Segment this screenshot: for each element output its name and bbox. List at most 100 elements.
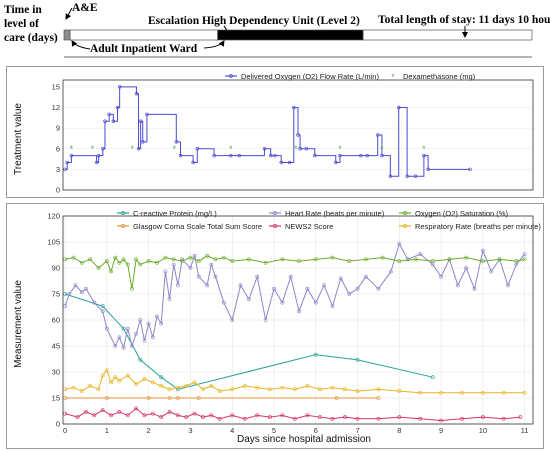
point-news2-score-17 bbox=[209, 413, 214, 418]
point-delivered-oxygen-o2-flow-rate-l-min-31 bbox=[304, 147, 309, 151]
point-heart-rate-beats-per-minute-13 bbox=[134, 331, 139, 336]
point-news2-score-13 bbox=[175, 413, 180, 418]
xtick-label-7: 7 bbox=[355, 426, 359, 435]
legend-label-news2-score: NEWS2 Score bbox=[285, 222, 333, 231]
point-delivered-oxygen-o2-flow-rate-l-min-8 bbox=[111, 119, 116, 123]
point-news2-score-2 bbox=[84, 409, 88, 414]
point-heart-rate-beats-per-minute-53 bbox=[418, 252, 423, 257]
arrow-hdu bbox=[221, 25, 228, 38]
point-oxygen-o2-saturation-17 bbox=[171, 257, 176, 262]
point-respiratory-rate-breaths-per-minute-2 bbox=[79, 389, 84, 393]
measurement-legend: C-reactive Protein (mg/L) Heart Rate (bea… bbox=[117, 209, 541, 231]
point-c-reactive-protein-mg-l-4 bbox=[159, 375, 164, 380]
point-heart-rate-beats-per-minute-59 bbox=[472, 286, 477, 291]
point-glasgow-coma-scale-total-sum-score-4 bbox=[175, 396, 180, 400]
point-heart-rate-beats-per-minute-46 bbox=[347, 292, 352, 296]
legend-label-respiratory-rate-breaths-per-minute: Respiratory Rate (breaths per minute) bbox=[415, 222, 541, 231]
legend-marker-point-oxygen-o2-saturation bbox=[403, 211, 407, 215]
point-delivered-oxygen-o2-flow-rate-l-min-45 bbox=[468, 167, 472, 172]
point-heart-rate-beats-per-minute-2 bbox=[73, 283, 78, 288]
point-news2-score-8 bbox=[134, 406, 139, 411]
point-heart-rate-beats-per-minute-58 bbox=[464, 266, 469, 270]
point-news2-score-7 bbox=[125, 413, 130, 418]
point-respiratory-rate-breaths-per-minute-18 bbox=[192, 380, 197, 385]
point-respiratory-rate-breaths-per-minute-29 bbox=[318, 387, 322, 392]
ytick-label-6: 6 bbox=[56, 144, 60, 153]
xtick-label-6: 6 bbox=[314, 426, 318, 435]
timeline-segment-escalation-high-dependency-unit-level-2-2 bbox=[217, 29, 364, 41]
point-oxygen-o2-saturation-2 bbox=[79, 260, 84, 265]
point-oxygen-o2-saturation-14 bbox=[146, 259, 151, 263]
point-delivered-oxygen-o2-flow-rate-l-min-17 bbox=[178, 153, 183, 158]
point-respiratory-rate-breaths-per-minute-25 bbox=[267, 387, 272, 392]
point-news2-score-5 bbox=[109, 413, 113, 418]
point-respiratory-rate-breaths-per-minute-23 bbox=[242, 383, 247, 388]
point-dexamethasone-mg-7: * bbox=[380, 144, 384, 154]
point-heart-rate-beats-per-minute-43 bbox=[322, 283, 327, 288]
point-respiratory-rate-breaths-per-minute-36 bbox=[439, 390, 443, 395]
point-heart-rate-beats-per-minute-29 bbox=[209, 262, 214, 267]
point-news2-score-1 bbox=[75, 415, 80, 419]
point-dexamethasone-mg-1: * bbox=[91, 144, 95, 154]
point-heart-rate-beats-per-minute-35 bbox=[255, 274, 260, 279]
measurement-panel: Measurement value Days since hospital ad… bbox=[6, 203, 544, 449]
point-oxygen-o2-saturation-6 bbox=[109, 269, 113, 274]
point-oxygen-o2-saturation-29 bbox=[313, 257, 318, 262]
point-heart-rate-beats-per-minute-27 bbox=[196, 274, 201, 279]
point-dexamethasone-mg-3: * bbox=[172, 144, 176, 154]
point-respiratory-rate-breaths-per-minute-31 bbox=[343, 387, 347, 392]
legend-marker-point-delivered-oxygen-o2-flow-rate-l-min bbox=[229, 74, 233, 78]
timeline-bars bbox=[63, 29, 533, 41]
point-c-reactive-protein-mg-l-6 bbox=[313, 352, 318, 357]
point-news2-score-21 bbox=[255, 413, 260, 418]
xtick-label-1: 1 bbox=[105, 426, 109, 435]
point-heart-rate-beats-per-minute-7 bbox=[104, 326, 109, 331]
ytick-label-15: 15 bbox=[52, 82, 60, 91]
point-heart-rate-beats-per-minute-28 bbox=[205, 283, 210, 288]
point-delivered-oxygen-o2-flow-rate-l-min-32 bbox=[313, 153, 317, 158]
point-heart-rate-beats-per-minute-4 bbox=[84, 286, 88, 291]
xtick-label-0: 0 bbox=[63, 426, 67, 435]
point-news2-score-25 bbox=[305, 413, 310, 418]
point-dexamethasone-mg-0: * bbox=[70, 144, 74, 154]
point-news2-score-24 bbox=[292, 416, 297, 421]
xtick-label-2: 2 bbox=[147, 426, 151, 435]
point-oxygen-o2-saturation-38 bbox=[464, 255, 469, 260]
arrow-ae bbox=[65, 7, 73, 20]
point-oxygen-o2-saturation-27 bbox=[280, 257, 285, 262]
series-respiratory-rate-breaths-per-minute bbox=[63, 368, 527, 395]
point-news2-score-15 bbox=[192, 411, 197, 416]
point-news2-score-36 bbox=[501, 416, 506, 421]
point-respiratory-rate-breaths-per-minute-15 bbox=[167, 387, 172, 392]
treatment-panel: Treatment value 0 3 6 9 12 15 * * * * * * * * * Deliver… bbox=[6, 66, 544, 198]
point-heart-rate-beats-per-minute-49 bbox=[376, 286, 381, 291]
point-heart-rate-beats-per-minute-14 bbox=[138, 318, 143, 322]
point-delivered-oxygen-o2-flow-rate-l-min-12 bbox=[136, 147, 141, 151]
point-delivered-oxygen-o2-flow-rate-l-min-14 bbox=[141, 140, 145, 144]
point-oxygen-o2-saturation-34 bbox=[397, 259, 402, 263]
point-heart-rate-beats-per-minute-50 bbox=[389, 269, 393, 274]
point-oxygen-o2-saturation-15 bbox=[155, 260, 159, 265]
point-heart-rate-beats-per-minute-39 bbox=[288, 274, 293, 279]
point-heart-rate-beats-per-minute-3 bbox=[79, 290, 84, 295]
point-news2-score-27 bbox=[330, 416, 335, 421]
xtick-label-8: 8 bbox=[397, 426, 401, 435]
point-delivered-oxygen-o2-flow-rate-l-min-7 bbox=[107, 112, 111, 117]
point-respiratory-rate-breaths-per-minute-10 bbox=[125, 373, 130, 378]
point-heart-rate-beats-per-minute-23 bbox=[175, 283, 180, 288]
point-delivered-oxygen-o2-flow-rate-l-min-21 bbox=[229, 153, 233, 158]
point-respiratory-rate-breaths-per-minute-11 bbox=[134, 382, 139, 387]
point-oxygen-o2-saturation-22 bbox=[213, 257, 218, 262]
timeline-label-ward: Adult Inpatient Ward bbox=[90, 43, 198, 55]
point-oxygen-o2-saturation-21 bbox=[205, 253, 210, 258]
legend-label-glasgow-coma-scale-total-sum-score: Glasgow Coma Scale Total Sum Score bbox=[133, 222, 262, 231]
series-line-heart-rate-beats-per-minute bbox=[64, 242, 526, 350]
ytick-label-0: 0 bbox=[56, 186, 60, 195]
point-delivered-oxygen-o2-flow-rate-l-min-10 bbox=[117, 85, 122, 89]
point-heart-rate-beats-per-minute-17 bbox=[150, 335, 155, 340]
point-glasgow-coma-scale-total-sum-score-3 bbox=[167, 396, 172, 400]
ytick-label-60: 60 bbox=[52, 316, 60, 325]
arrow-ward-2 bbox=[203, 40, 225, 49]
point-oxygen-o2-saturation-19 bbox=[188, 255, 193, 260]
